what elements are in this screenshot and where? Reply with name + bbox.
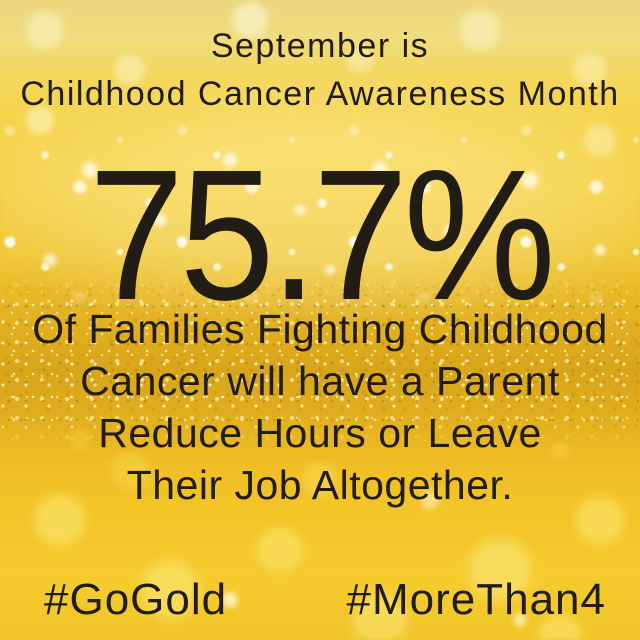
hashtag-gogold: #GoGold	[44, 575, 228, 624]
header-line-september: September is	[210, 27, 430, 65]
body-line: Their Job Altogether.	[126, 462, 514, 508]
header-line-awareness-month: Childhood Cancer Awareness Month	[20, 75, 620, 113]
body-line: Cancer will have a Parent	[80, 358, 560, 404]
hashtag-morethan4: #MoreThan4	[346, 575, 606, 624]
statistic-description: Of Families Fighting Childhood Cancer wi…	[0, 303, 640, 511]
body-line: Reduce Hours or Leave	[98, 410, 542, 456]
statistic-value: 75.7%	[88, 132, 556, 339]
poster-footer: #GoGold #MoreThan4	[0, 574, 640, 626]
body-line: Of Families Fighting Childhood	[32, 306, 608, 352]
poster-header: September is Childhood Cancer Awareness …	[0, 22, 640, 118]
